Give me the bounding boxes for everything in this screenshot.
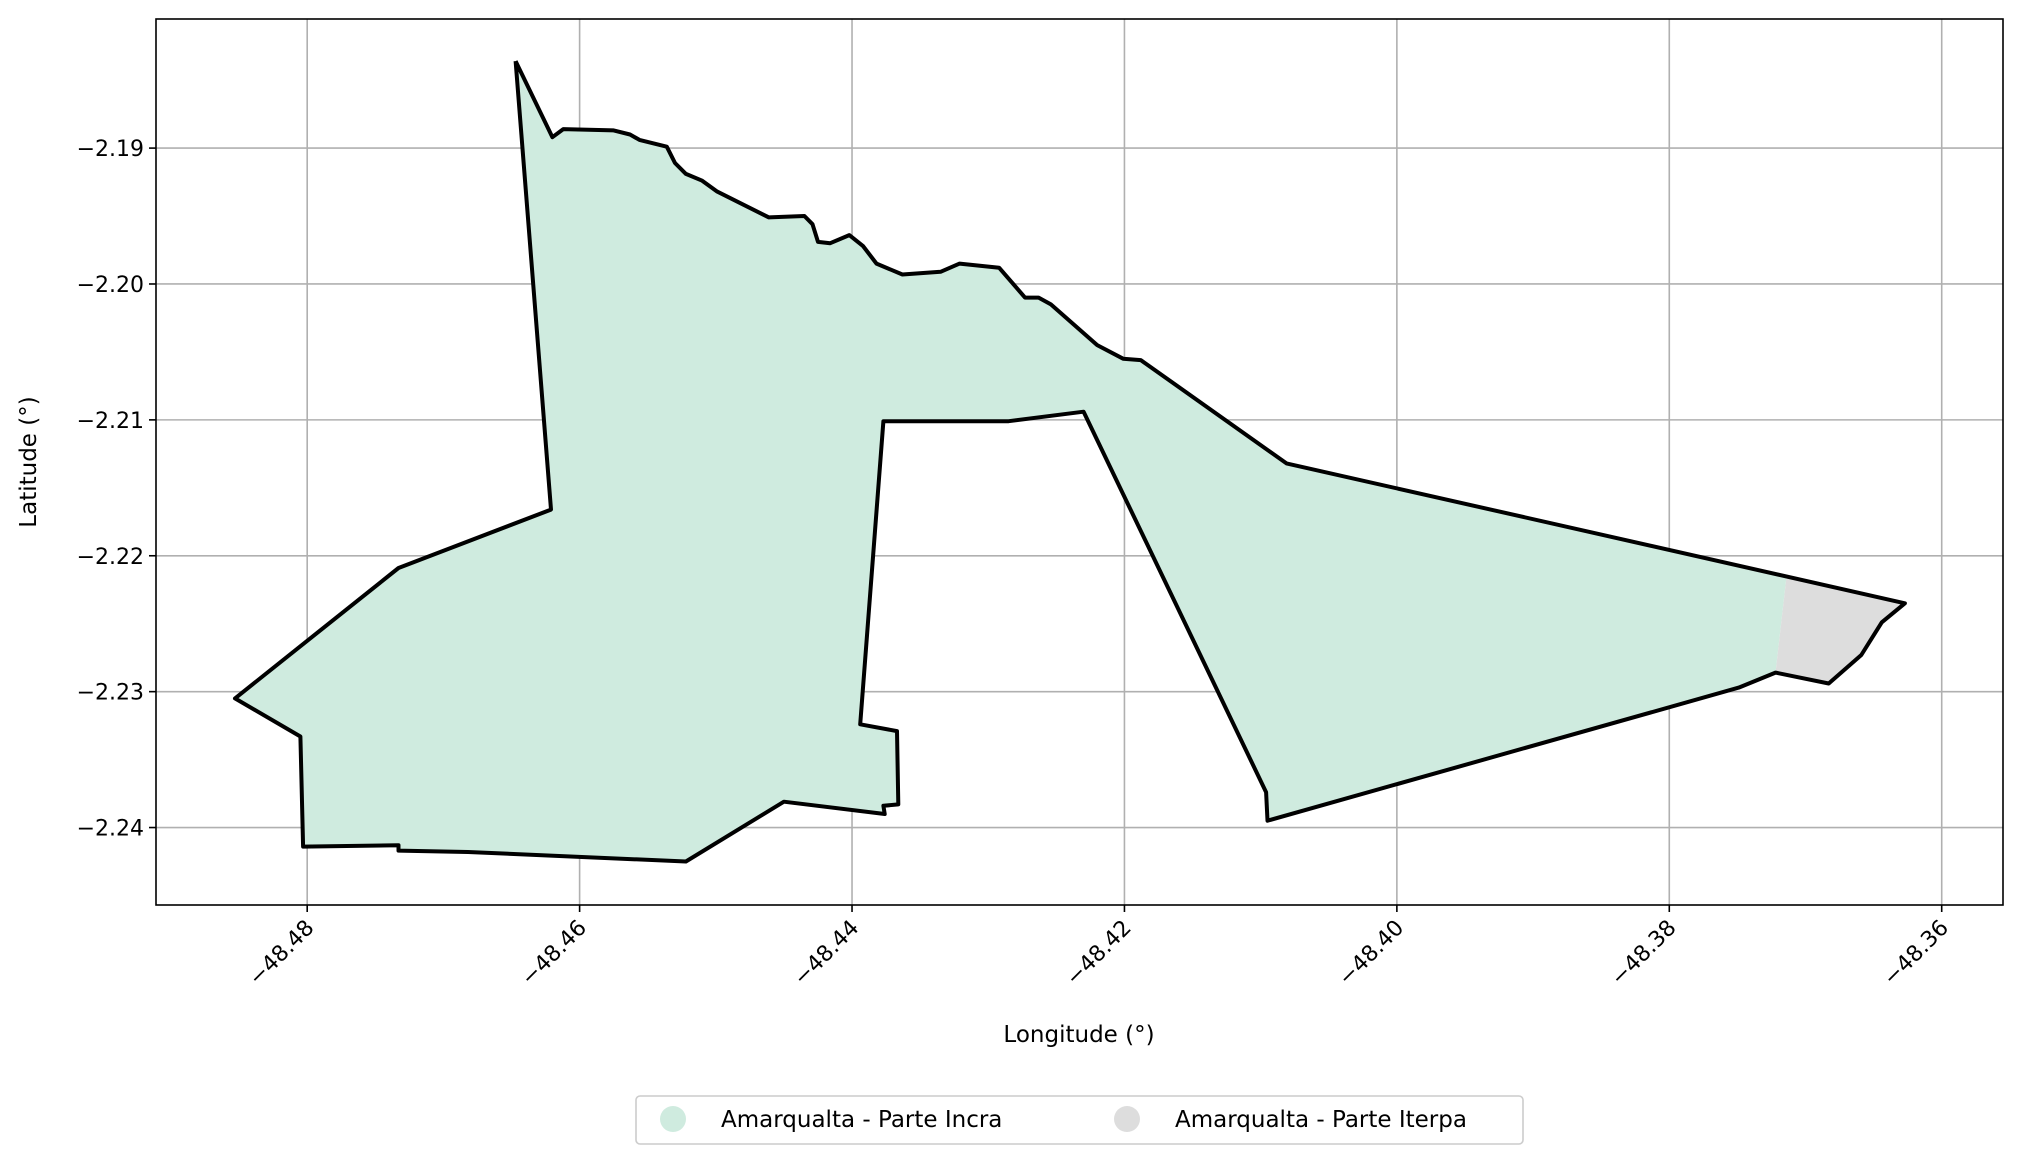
x-axis-label: Longitude (°) bbox=[1003, 1022, 1154, 1048]
polygon-parte-incra bbox=[235, 61, 1787, 862]
y-tick-label: −2.23 bbox=[77, 681, 144, 706]
plot-area bbox=[155, 18, 2004, 906]
plot-frame bbox=[155, 18, 2004, 906]
y-tick-label: −2.22 bbox=[77, 545, 144, 570]
legend-marker-incra bbox=[660, 1106, 686, 1132]
y-axis-label: Latitude (°) bbox=[16, 396, 42, 527]
legend-frame bbox=[635, 1095, 1524, 1145]
boundary-outline bbox=[233, 60, 1907, 864]
y-tick-label: −2.19 bbox=[77, 137, 144, 162]
polygon-parte-iterpa bbox=[1775, 577, 1905, 684]
legend-marker-iterpa bbox=[1114, 1106, 1140, 1132]
y-tick-label: −2.24 bbox=[77, 817, 144, 842]
outer-boundary-line bbox=[233, 60, 1907, 864]
y-axis-ticks: −2.19 −2.20 −2.21 −2.22 −2.23 −2.24 bbox=[77, 137, 156, 842]
legend-label-incra: Amarqualta - Parte Incra bbox=[721, 1107, 1002, 1133]
legend-label-iterpa: Amarqualta - Parte Iterpa bbox=[1175, 1107, 1467, 1133]
map-polygons bbox=[235, 61, 1905, 862]
y-tick-label: −2.21 bbox=[77, 409, 144, 434]
y-tick-label: −2.20 bbox=[77, 273, 144, 298]
legend: Amarqualta - Parte Incra Amarqualta - Pa… bbox=[635, 1095, 1524, 1145]
